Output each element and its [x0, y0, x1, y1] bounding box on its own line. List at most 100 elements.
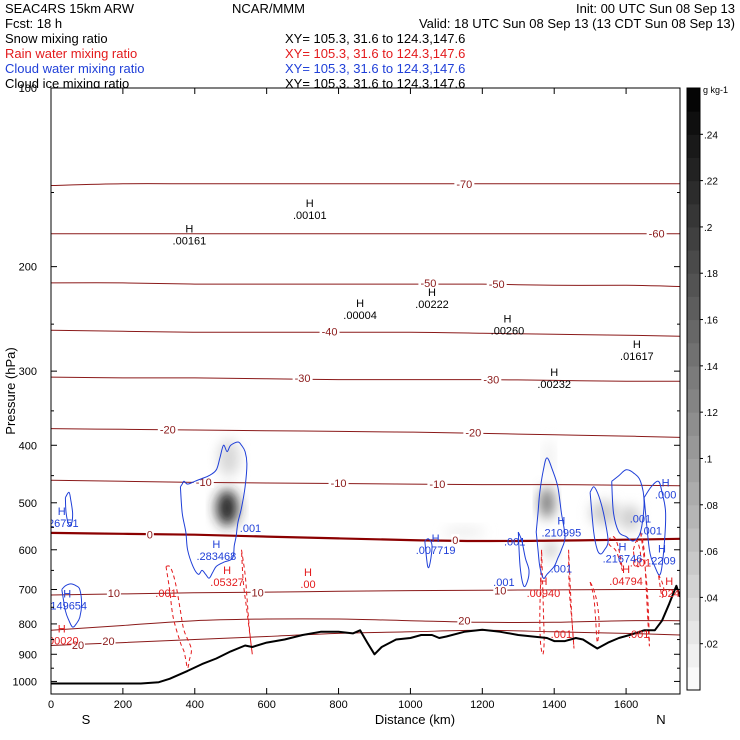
maximum-value-label: .00260: [491, 325, 525, 337]
colorbar-swatch: [687, 435, 700, 459]
y-tick-label: 500: [19, 498, 37, 510]
snow-mixing-ratio-blob: [442, 527, 486, 537]
valid-time: Valid: 18 UTC Sun 08 Sep 13 (13 CDT Sun …: [419, 16, 735, 31]
colorbar-swatch: [687, 597, 700, 622]
maximum-h-marker: H: [557, 515, 565, 527]
field-xy-cloud-water: XY= 105.3, 31.6 to 124.3,147.6: [285, 61, 465, 76]
x-tick-label: 1000: [398, 699, 422, 711]
isotherm-label-background: [292, 371, 313, 384]
colorbar-swatch: [687, 342, 700, 367]
snow-mixing-ratio-blob: [539, 487, 555, 519]
isotherm-label-background: [486, 278, 507, 291]
isotherm-label-background: [481, 373, 502, 386]
colorbar-swatch: [687, 319, 700, 344]
y-axis-label: Pressure (hPa): [3, 347, 18, 434]
maximum-h-marker: H: [539, 576, 547, 588]
maximum-value-label: .00004: [343, 310, 377, 322]
rain-water-contour: [657, 574, 665, 598]
cloud-water-contour: [643, 480, 667, 576]
snow-mixing-ratio-blob: [618, 505, 641, 531]
maximum-value-label: .00940: [527, 588, 561, 600]
rain-water-contour: [568, 549, 575, 649]
maximum-value-label: .00161: [173, 235, 207, 247]
isotherm-label-background: [328, 476, 349, 489]
isotherm-line: [51, 531, 680, 543]
rain-water-contour: [241, 549, 253, 655]
maximum-value-label: .00101: [293, 210, 327, 222]
isotherm-label: -60: [649, 229, 665, 241]
isotherm-label-background: [250, 586, 265, 599]
terrain-profile: [51, 584, 680, 685]
isotherm-label: 0: [147, 529, 153, 541]
cloud-water-contour: [61, 583, 83, 628]
maximum-value-label: .210995: [542, 527, 582, 539]
isotherm-label-background: [463, 426, 484, 439]
south-end-label: S: [82, 712, 91, 727]
maximum-h-marker: H: [428, 287, 436, 299]
rain-water-contour: [640, 531, 650, 647]
forecast-hour: Fcst: 18 h: [5, 16, 62, 31]
cloud-water-contour: [179, 441, 248, 579]
maximum-h-marker: H: [356, 298, 364, 310]
isotherm-label-background: [454, 177, 475, 190]
rain-water-contour: [539, 549, 545, 655]
contour-value-label: .001: [641, 525, 662, 537]
y-tick-label: 1000: [13, 676, 37, 688]
maximum-value-label: .01617: [620, 351, 654, 363]
colorbar-tick-label: .24: [704, 130, 718, 141]
colorbar-swatch: [687, 458, 700, 483]
colorbar-swatch: [687, 273, 700, 297]
maximum-value-label: .00020: [45, 636, 79, 648]
colorbar-tick-label: .06: [704, 547, 718, 558]
y-tick-label: 400: [19, 440, 37, 452]
isotherm-label-background: [157, 423, 178, 436]
maximum-value-label: .000: [655, 490, 676, 502]
colorbar-swatch: [687, 389, 700, 413]
isotherm-label: 10: [108, 588, 120, 600]
north-end-label: N: [656, 712, 665, 727]
colorbar-swatch: [687, 203, 700, 228]
isotherm-label: -50: [420, 278, 436, 290]
cloud-water-contour: [517, 531, 530, 588]
colorbar-tick-label: .08: [704, 501, 718, 512]
maximum-value-label: .00222: [415, 299, 449, 311]
cloud-water-contour: [589, 486, 609, 555]
y-tick-label: 700: [19, 585, 37, 597]
y-tick-label: 600: [19, 545, 37, 557]
isotherm-line: [51, 479, 680, 487]
maximum-h-marker: H: [550, 367, 558, 379]
snow-mixing-ratio-blob: [544, 439, 554, 477]
rain-water-contour: [632, 540, 642, 568]
maximum-h-marker: H: [432, 533, 440, 545]
isotherm-label-background: [493, 584, 508, 597]
contour-value-label: .001: [628, 629, 649, 641]
colorbar-swatch: [687, 88, 700, 112]
maximum-h-marker: H: [185, 223, 193, 235]
rain-water-contour: [607, 535, 624, 571]
x-tick-label: 400: [186, 699, 204, 711]
contour-value-label: .001: [630, 514, 651, 526]
colorbar-tick-label: .2: [704, 223, 713, 234]
maximum-h-marker: H: [212, 539, 220, 551]
colorbar-swatch: [687, 134, 700, 158]
maximum-value-label: .26751: [45, 518, 79, 530]
isotherm-label-background: [418, 276, 439, 289]
colorbar-tick-label: .22: [704, 177, 718, 188]
maximum-value-label: .00: [300, 579, 315, 591]
isotherm-label: 10: [252, 587, 264, 599]
isotherm-label: -40: [322, 326, 338, 338]
colorbar-swatch: [687, 365, 700, 390]
maximum-h-marker: H: [306, 198, 314, 210]
maximum-value-label: .007719: [416, 545, 456, 557]
isotherm-label: 0: [452, 535, 458, 547]
plot-frame: [50, 87, 681, 695]
colorbar-swatch: [687, 226, 700, 251]
colorbar-swatch: [687, 180, 700, 205]
contour-value-label: .001: [551, 563, 572, 575]
maximum-h-marker: H: [658, 543, 666, 555]
y-tick-label: 800: [19, 619, 37, 631]
maximum-h-marker: H: [304, 567, 312, 579]
field-xy-cloud-ice: XY= 105.3, 31.6 to 124.3,147.6: [285, 76, 465, 91]
colorbar-tick-label: .02: [704, 640, 718, 651]
